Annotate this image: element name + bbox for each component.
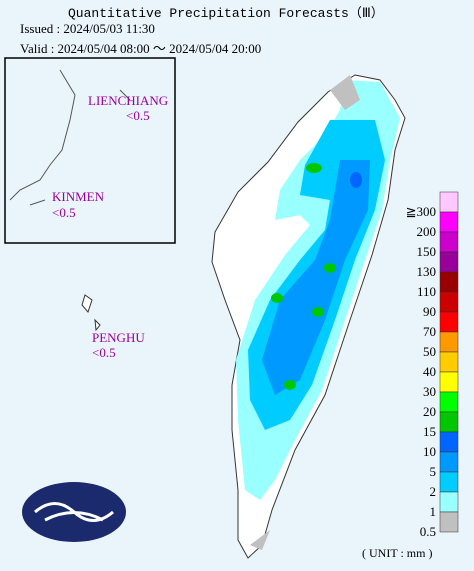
region-name: PENGHU <box>92 330 145 345</box>
legend-label: 5 <box>429 464 437 479</box>
legend-label: 2 <box>429 484 437 499</box>
legend-swatch <box>439 251 459 273</box>
legend-swatch <box>439 511 459 533</box>
legend-swatch <box>439 351 459 373</box>
legend-label: 10 <box>423 444 436 459</box>
legend-label: 1 <box>429 504 437 519</box>
title: Quantitative Precipitation Forecasts（Ⅲ） <box>68 6 384 21</box>
legend-swatch <box>439 291 459 313</box>
legend-label: 0.5 <box>419 524 436 539</box>
legend-swatch <box>439 451 459 473</box>
legend-label: 70 <box>423 324 436 339</box>
legend-label: 50 <box>423 344 436 359</box>
legend-swatch <box>439 211 459 233</box>
legend-label: 150 <box>416 244 437 259</box>
legend <box>439 191 459 533</box>
legend-swatch <box>439 311 459 333</box>
region-value: <0.5 <box>52 205 76 220</box>
legend-swatch <box>439 491 459 513</box>
rain-cell <box>350 172 362 188</box>
legend-label: 110 <box>416 284 436 299</box>
unit: ( UNIT : mm ) <box>362 546 433 560</box>
legend-swatch <box>439 471 459 493</box>
legend-swatch <box>439 371 459 393</box>
legend-swatch <box>439 411 459 433</box>
region-name: LIENCHIANG <box>88 93 169 108</box>
rain-cell <box>284 380 296 390</box>
legend-label: 200 <box>416 224 437 239</box>
legend-label: 20 <box>423 404 436 419</box>
region-value: <0.5 <box>92 345 116 360</box>
coastline <box>9 69 131 206</box>
rain-cell <box>324 263 336 273</box>
legend-swatch <box>439 431 459 453</box>
legend-label: ≧300 <box>405 204 436 219</box>
legend-swatch <box>439 231 459 253</box>
legend-swatch <box>439 391 459 413</box>
logo-mark <box>34 502 114 522</box>
rain-area-3 <box>262 160 370 395</box>
rain-cell <box>306 163 322 173</box>
rain-cell <box>312 307 324 317</box>
penghu <box>81 294 101 332</box>
region-name: KINMEN <box>52 189 104 204</box>
legend-label: 40 <box>423 364 436 379</box>
legend-swatch <box>439 191 459 213</box>
valid: Valid : 2024/05/04 08:00 ～ 2024/05/04 20… <box>20 41 262 56</box>
legend-label: 90 <box>423 304 436 319</box>
legend-label: 130 <box>416 264 437 279</box>
legend-swatch <box>439 331 459 353</box>
issued: Issued : 2024/05/03 11:30 <box>20 21 155 36</box>
legend-label: 15 <box>423 424 436 439</box>
legend-swatch <box>439 271 459 293</box>
inset-box <box>4 57 176 244</box>
legend-label: 30 <box>423 384 436 399</box>
rain-cell <box>271 293 283 303</box>
region-value: <0.5 <box>126 108 150 123</box>
